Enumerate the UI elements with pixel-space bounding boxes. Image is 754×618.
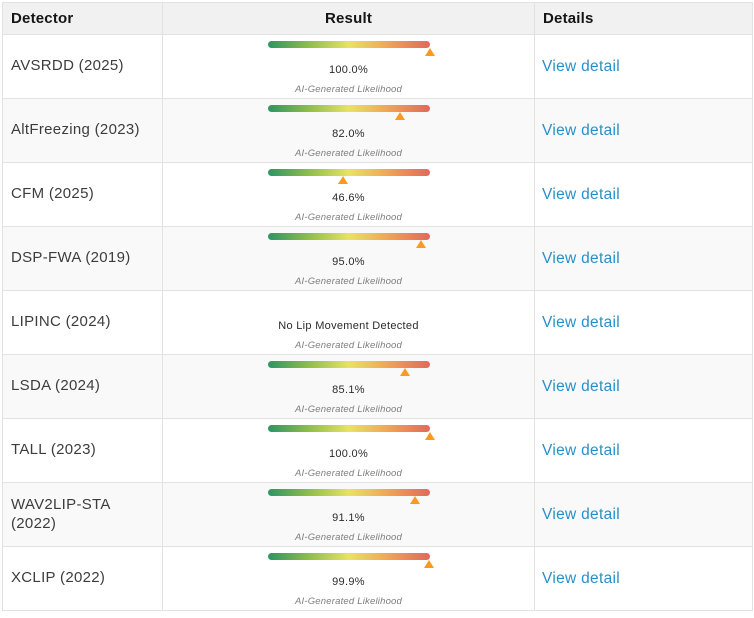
table-row: CFM (2025) 46.6% AI-Generated Likelihood… (2, 162, 753, 227)
result-cell: 99.9% AI-Generated Likelihood (162, 546, 535, 611)
likelihood-caption: AI-Generated Likelihood (294, 276, 403, 287)
detector-name: TALL (2023) (2, 418, 163, 483)
table-row: AVSRDD (2025) 100.0% AI-Generated Likeli… (2, 34, 753, 99)
likelihood-value: 95.0% (332, 256, 365, 268)
detector-name: LIPINC (2024) (2, 290, 163, 355)
details-cell: View detail (534, 226, 753, 291)
likelihood-gradient-bar (267, 553, 435, 568)
view-detail-link[interactable]: View detail (542, 505, 620, 523)
likelihood-value: 91.1% (332, 512, 365, 524)
gradient-bar (267, 41, 430, 48)
detector-name: XCLIP (2022) (2, 546, 163, 611)
gradient-bar (267, 169, 430, 176)
likelihood-caption: AI-Generated Likelihood (294, 84, 403, 95)
table-header: Detector Result Details (2, 2, 753, 35)
likelihood-gradient-bar (267, 489, 430, 504)
likelihood-value: 100.0% (328, 64, 369, 76)
gradient-bar (267, 489, 430, 496)
details-cell: View detail (534, 418, 753, 483)
result-cell: 91.1% AI-Generated Likelihood (162, 482, 535, 547)
likelihood-gradient-bar (267, 105, 430, 120)
likelihood-caption: AI-Generated Likelihood (294, 532, 403, 543)
table-row: WAV2LIP-STA (2022) 91.1% AI-Generated Li… (2, 482, 753, 547)
likelihood-marker-icon (400, 368, 411, 376)
likelihood-gradient-bar (267, 425, 435, 440)
view-detail-link[interactable]: View detail (542, 313, 620, 331)
likelihood-marker-icon (337, 176, 348, 184)
table-row: LIPINC (2024) No Lip Movement Detected A… (2, 290, 753, 355)
result-cell: 100.0% AI-Generated Likelihood (162, 418, 535, 483)
likelihood-caption: AI-Generated Likelihood (294, 596, 403, 607)
details-cell: View detail (534, 162, 753, 227)
likelihood-gradient-bar (267, 361, 430, 376)
table-row: DSP-FWA (2019) 95.0% AI-Generated Likeli… (2, 226, 753, 291)
detector-name: WAV2LIP-STA (2022) (2, 482, 163, 547)
result-cell: 95.0% AI-Generated Likelihood (162, 226, 535, 291)
likelihood-value: 85.1% (332, 384, 365, 396)
detector-name: LSDA (2024) (2, 354, 163, 419)
gradient-bar (267, 233, 430, 240)
view-detail-link[interactable]: View detail (542, 377, 620, 395)
result-cell: 46.6% AI-Generated Likelihood (162, 162, 535, 227)
likelihood-caption: AI-Generated Likelihood (294, 468, 403, 479)
details-cell: View detail (534, 546, 753, 611)
likelihood-gradient-bar (267, 169, 430, 184)
likelihood-gradient-bar (267, 41, 435, 56)
likelihood-marker-icon (424, 432, 435, 440)
view-detail-link[interactable]: View detail (542, 569, 620, 587)
likelihood-value: 82.0% (332, 128, 365, 140)
gradient-bar (267, 361, 430, 368)
table-row: LSDA (2024) 85.1% AI-Generated Likelihoo… (2, 354, 753, 419)
result-cell: 85.1% AI-Generated Likelihood (162, 354, 535, 419)
detector-name: DSP-FWA (2019) (2, 226, 163, 291)
likelihood-value: 99.9% (332, 576, 365, 588)
detector-name: AltFreezing (2023) (2, 98, 163, 163)
likelihood-caption: AI-Generated Likelihood (294, 212, 403, 223)
details-cell: View detail (534, 290, 753, 355)
table-row: AltFreezing (2023) 82.0% AI-Generated Li… (2, 98, 753, 163)
result-cell: 82.0% AI-Generated Likelihood (162, 98, 535, 163)
table-row: XCLIP (2022) 99.9% AI-Generated Likeliho… (2, 546, 753, 611)
details-cell: View detail (534, 34, 753, 99)
view-detail-link[interactable]: View detail (542, 57, 620, 75)
view-detail-link[interactable]: View detail (542, 121, 620, 139)
view-detail-link[interactable]: View detail (542, 249, 620, 267)
detector-name: CFM (2025) (2, 162, 163, 227)
details-cell: View detail (534, 482, 753, 547)
likelihood-marker-icon (416, 240, 427, 248)
likelihood-value: No Lip Movement Detected (278, 320, 419, 332)
gradient-bar (267, 553, 430, 560)
result-cell: No Lip Movement Detected AI-Generated Li… (162, 290, 535, 355)
likelihood-caption: AI-Generated Likelihood (294, 404, 403, 415)
likelihood-value: 100.0% (328, 448, 369, 460)
likelihood-caption: AI-Generated Likelihood (294, 340, 403, 351)
view-detail-link[interactable]: View detail (542, 441, 620, 459)
column-header-details: Details (534, 2, 753, 35)
view-detail-link[interactable]: View detail (542, 185, 620, 203)
likelihood-gradient-bar (267, 233, 430, 248)
table-row: TALL (2023) 100.0% AI-Generated Likeliho… (2, 418, 753, 483)
likelihood-caption: AI-Generated Likelihood (294, 148, 403, 159)
detector-name: AVSRDD (2025) (2, 34, 163, 99)
result-cell: 100.0% AI-Generated Likelihood (162, 34, 535, 99)
likelihood-marker-icon (424, 48, 435, 56)
gradient-bar (267, 425, 430, 432)
likelihood-marker-icon (424, 560, 435, 568)
details-cell: View detail (534, 354, 753, 419)
column-header-result: Result (162, 2, 535, 35)
likelihood-value: 46.6% (332, 192, 365, 204)
likelihood-marker-icon (395, 112, 406, 120)
gradient-bar (267, 105, 430, 112)
column-header-detector: Detector (2, 2, 163, 35)
likelihood-marker-icon (410, 496, 421, 504)
details-cell: View detail (534, 98, 753, 163)
